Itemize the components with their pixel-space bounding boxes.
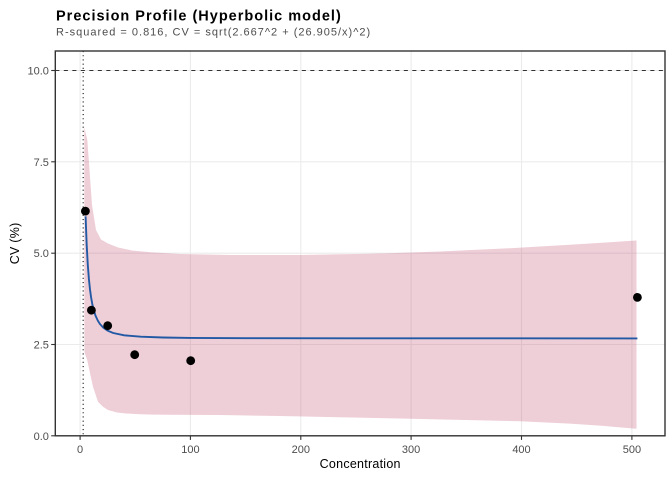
svg-text:500: 500 — [623, 444, 641, 456]
svg-text:400: 400 — [512, 444, 530, 456]
svg-text:5.0: 5.0 — [34, 248, 49, 260]
svg-text:300: 300 — [402, 444, 420, 456]
svg-text:100: 100 — [181, 444, 199, 456]
svg-text:200: 200 — [292, 444, 310, 456]
svg-text:R-squared = 0.816, CV = sqrt(2: R-squared = 0.816, CV = sqrt(2.667^2 + (… — [56, 26, 371, 38]
svg-text:2.5: 2.5 — [34, 340, 49, 352]
svg-text:0.0: 0.0 — [34, 431, 49, 443]
svg-text:CV (%): CV (%) — [8, 223, 22, 265]
svg-text:10.0: 10.0 — [27, 66, 48, 78]
svg-text:0: 0 — [77, 444, 83, 456]
svg-text:Precision Profile (Hyperbolic: Precision Profile (Hyperbolic model) — [56, 8, 342, 24]
svg-text:7.5: 7.5 — [34, 157, 49, 169]
svg-text:Concentration: Concentration — [320, 457, 401, 471]
